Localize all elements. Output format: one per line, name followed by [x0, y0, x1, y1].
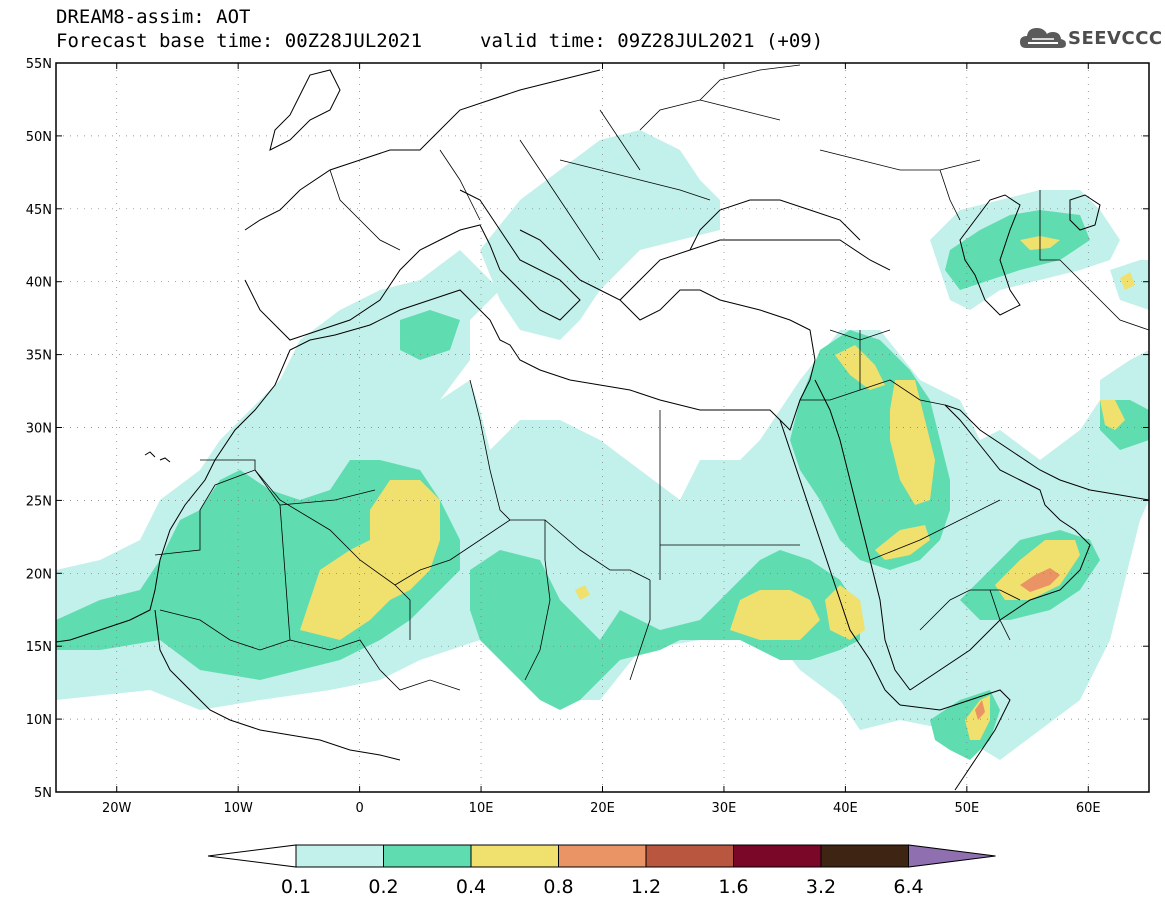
seevccc-logo: SEEVCCC	[1018, 22, 1162, 56]
colorbar-label: 0.8	[543, 876, 573, 898]
aot-high-region-oman	[995, 540, 1080, 600]
lat-tick-label: 55N	[26, 57, 52, 72]
aot-veryhigh-region-somalia	[975, 700, 985, 720]
aot-veryhigh-contours	[975, 568, 1060, 720]
lat-tick-label: 20N	[26, 567, 52, 582]
coastlines	[56, 69, 1149, 791]
lat-lon-grid	[56, 63, 1149, 792]
lon-tick-label: 20E	[590, 801, 615, 816]
colorbar-label: 6.4	[893, 876, 923, 898]
colorbar-under-arrow	[207, 844, 297, 868]
colorbar-segment	[295, 844, 384, 868]
lat-tick-label: 25N	[26, 494, 52, 509]
colorbar-label: 0.1	[281, 876, 311, 898]
colorbar: 0.1 0.2 0.4 0.8 1.2 1.6 3.2 6.4	[207, 844, 996, 898]
lon-tick-label: 10W	[223, 801, 253, 816]
colorbar-segment	[820, 844, 909, 868]
colorbar-label: 1.2	[631, 876, 661, 898]
colorbar-segment	[645, 844, 734, 868]
lat-tick-label: 35N	[26, 349, 52, 364]
valid-time: valid time: 09Z28JUL2021 (+09)	[480, 30, 824, 52]
lat-tick-label: 30N	[26, 422, 52, 437]
aot-high-region-saudi	[890, 380, 935, 505]
colorbar-segment	[383, 844, 472, 868]
aot-high-region-kazakh	[1120, 272, 1135, 290]
lat-tick-label: 40N	[26, 276, 52, 291]
aot-veryhigh-region-oman	[1020, 568, 1060, 592]
colorbar-label: 1.6	[718, 876, 748, 898]
aot-high-region-mali	[300, 480, 440, 640]
colorbar-segment	[733, 844, 822, 868]
colorbar-label: 0.4	[456, 876, 486, 898]
map-title: DREAM8-assim: AOT	[56, 6, 251, 28]
lon-tick-label: 0	[355, 801, 363, 816]
country-borders	[154, 64, 1149, 691]
colorbar-segment	[470, 844, 559, 868]
aot-low-region-balkans	[480, 130, 720, 340]
lon-tick-label: 10E	[469, 801, 494, 816]
logo-text: SEEVCCC	[1068, 28, 1163, 49]
aot-mid-region-caspian	[945, 210, 1090, 290]
forecast-base-time: Forecast base time: 00Z28JUL2021	[56, 30, 423, 52]
lon-tick-label: 40E	[833, 801, 858, 816]
lat-tick-label: 15N	[26, 640, 52, 655]
aot-high-region-saudi-south	[875, 525, 930, 560]
aot-high-region-sudan	[730, 590, 820, 640]
cloud-icon	[1020, 28, 1066, 48]
colorbar-segment	[558, 844, 647, 868]
colorbar-over-arrow	[908, 844, 996, 868]
aot-high-region-iran	[1100, 400, 1125, 430]
aot-mid-region-algeria	[400, 310, 460, 360]
colorbar-label: 0.2	[368, 876, 398, 898]
colorbar-label: 3.2	[806, 876, 836, 898]
lon-tick-label: 50E	[954, 801, 979, 816]
lat-tick-label: 10N	[26, 713, 52, 728]
aot-field	[56, 63, 1149, 792]
latitude-ticks: 55N 50N 45N 40N 35N 30N 25N 20N 15N 10N 5N	[26, 57, 1149, 801]
aot-high-region-eritrea	[825, 585, 865, 640]
lon-tick-label: 30E	[712, 801, 737, 816]
lon-tick-label: 20W	[102, 801, 132, 816]
aot-high-region-chad	[575, 585, 590, 600]
lat-tick-label: 50N	[26, 130, 52, 145]
lon-tick-label: 60E	[1076, 801, 1101, 816]
aot-high-contours	[300, 236, 1135, 740]
lat-tick-label: 5N	[34, 786, 52, 801]
lat-tick-label: 45N	[26, 203, 52, 218]
longitude-ticks: 20W 10W 0 10E 20E 30E 40E 50E 60E	[102, 63, 1101, 816]
